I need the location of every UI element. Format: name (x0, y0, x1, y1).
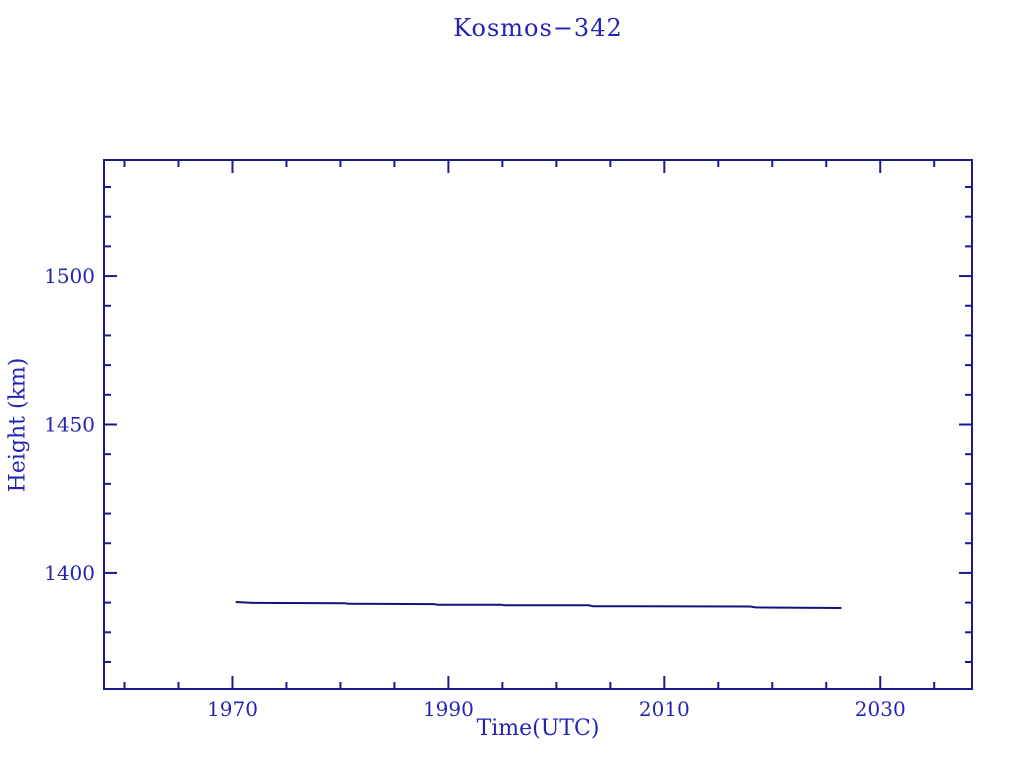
y-tick-label: 1500 (44, 264, 95, 288)
y-tick-label: 1450 (44, 413, 95, 437)
y-tick-label: 1400 (44, 561, 95, 585)
x-tick-label: 2030 (855, 697, 906, 721)
data-line (235, 601, 842, 609)
x-tick-label: 1990 (423, 697, 474, 721)
chart-title: Kosmos−342 (453, 14, 623, 42)
plot-frame (103, 159, 973, 690)
x-tick-label: 2010 (639, 697, 690, 721)
x-tick-label: 1970 (207, 697, 258, 721)
x-axis-label: Time(UTC) (476, 716, 600, 741)
